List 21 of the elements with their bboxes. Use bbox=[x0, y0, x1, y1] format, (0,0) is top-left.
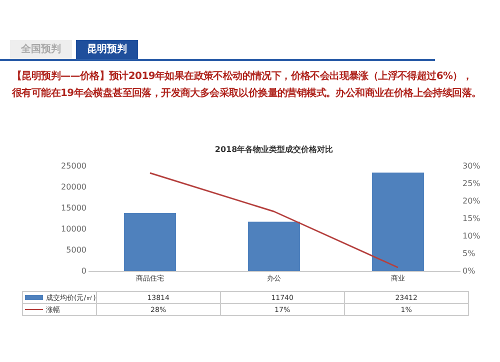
text: 【昆明预判——价格】预计2019年如果在政策不松动的情况下，价格不会出现暴涨（上浮不得超过6%）， bbox=[12, 70, 472, 83]
y2-tick-label: 10% bbox=[462, 232, 481, 240]
y-tick-label: 25000 bbox=[61, 162, 86, 170]
y-tick-label: 0 bbox=[81, 266, 86, 276]
y-tick-label: 5000 bbox=[66, 246, 86, 254]
chart-title: 2018年各物业类型成交价格对比 bbox=[214, 144, 334, 154]
y-tick-label: 10000 bbox=[61, 224, 86, 234]
y2-tick-label: 25% bbox=[462, 179, 481, 188]
text: 很有可能在19年会横盘甚至回落，开发商大多会采取以价换量的营销模式。办公和商业在价格上会持续回落。 bbox=[12, 86, 482, 100]
y2-tick-label: 30% bbox=[462, 162, 481, 170]
text: 全国预判 bbox=[10, 40, 72, 59]
bar bbox=[124, 212, 176, 271]
text: 昆明预判 bbox=[76, 40, 138, 59]
y2-tick-label: 5% bbox=[462, 249, 476, 258]
y2-tick-label: 20% bbox=[462, 196, 481, 206]
y2-tick-label: 0% bbox=[462, 266, 476, 276]
bar bbox=[248, 222, 300, 271]
y-tick-label: 20000 bbox=[61, 182, 86, 192]
bar bbox=[372, 172, 424, 271]
y2-tick-label: 15% bbox=[462, 214, 481, 223]
y-tick-label: 15000 bbox=[61, 204, 86, 212]
